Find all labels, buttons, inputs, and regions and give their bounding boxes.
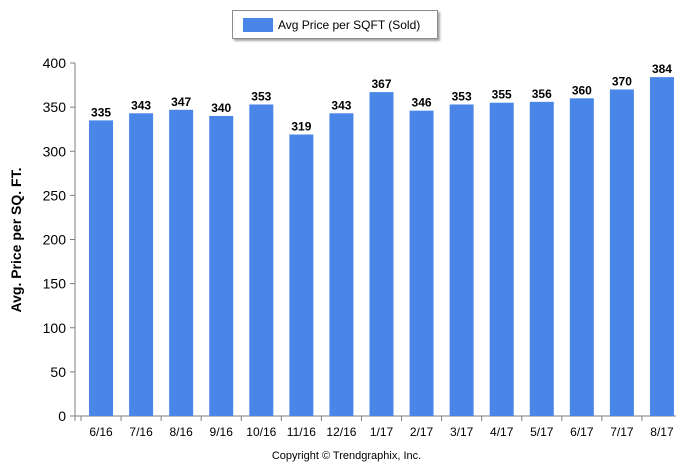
x-tick-label: 11/16 (287, 425, 316, 439)
x-tick-label: 10/16 (246, 425, 276, 439)
bar (449, 104, 474, 416)
bar (289, 134, 314, 417)
bar (649, 77, 674, 417)
x-tick-label: 3/17 (450, 425, 474, 439)
y-axis: 0 50 100 150 200 250 300 350 400 (43, 55, 76, 424)
data-label: 346 (412, 96, 432, 110)
x-tick-label: 1/17 (370, 425, 394, 439)
data-label: 319 (291, 119, 311, 133)
bar (409, 110, 434, 416)
data-label: 353 (452, 89, 472, 103)
data-label: 367 (371, 77, 391, 91)
data-label: 340 (211, 101, 231, 115)
data-label: 360 (572, 83, 592, 97)
bar (569, 98, 594, 417)
x-tick-label: 5/17 (530, 425, 554, 439)
legend: Avg Price per SQFT (Sold) (232, 10, 438, 39)
legend-label: Avg Price per SQFT (Sold) (278, 17, 421, 32)
data-labels: 335 343 347 340 353 319 343 367 346 353 355 356 360 3… (91, 62, 672, 133)
bar (169, 109, 194, 417)
y-axis-label: Avg. Price per SQ. FT. (8, 168, 24, 313)
y-tick-label: 250 (43, 187, 67, 203)
y-tick-label: 100 (43, 320, 67, 336)
data-label: 356 (532, 87, 552, 101)
bar (129, 113, 154, 417)
x-tick-label: 6/17 (570, 425, 594, 439)
x-tick-label: 2/17 (410, 425, 434, 439)
y-tick-label: 350 (43, 99, 67, 115)
data-label: 370 (612, 74, 632, 88)
x-axis: 6/16 7/16 8/16 9/16 10/16 11/16 12/16 1/17 2/17 3… (75, 415, 676, 439)
y-tick-label: 0 (58, 408, 66, 424)
bar (89, 120, 114, 417)
y-tick-label: 50 (50, 364, 66, 380)
data-label: 347 (171, 95, 191, 109)
x-tick-label: 12/16 (326, 425, 356, 439)
data-label: 335 (91, 105, 111, 119)
x-tick-label: 6/16 (89, 425, 113, 439)
x-tick-label: 4/17 (490, 425, 514, 439)
bar (369, 92, 394, 416)
x-tick-label: 8/17 (650, 425, 674, 439)
copyright-text: Copyright © Trendgraphix, Inc. (271, 450, 422, 462)
bar (249, 104, 274, 416)
x-tick-label: 9/16 (210, 425, 234, 439)
bar-series (89, 77, 674, 417)
x-tick-label: 8/16 (169, 425, 193, 439)
y-tick-label: 150 (43, 276, 67, 292)
data-label: 353 (251, 89, 271, 103)
legend-swatch (243, 17, 273, 32)
bar (529, 101, 554, 416)
data-label: 355 (492, 88, 512, 102)
x-tick-label: 7/16 (129, 425, 153, 439)
data-label: 384 (652, 62, 672, 76)
bar (329, 113, 354, 417)
y-tick-label: 200 (43, 232, 67, 248)
data-label: 343 (131, 98, 151, 112)
x-tick-label: 7/17 (610, 425, 634, 439)
y-tick-label: 300 (43, 143, 67, 159)
y-tick-label: 400 (43, 55, 67, 71)
bar (489, 102, 514, 417)
bar (209, 115, 234, 416)
data-label: 343 (331, 98, 351, 112)
bar (609, 89, 634, 416)
